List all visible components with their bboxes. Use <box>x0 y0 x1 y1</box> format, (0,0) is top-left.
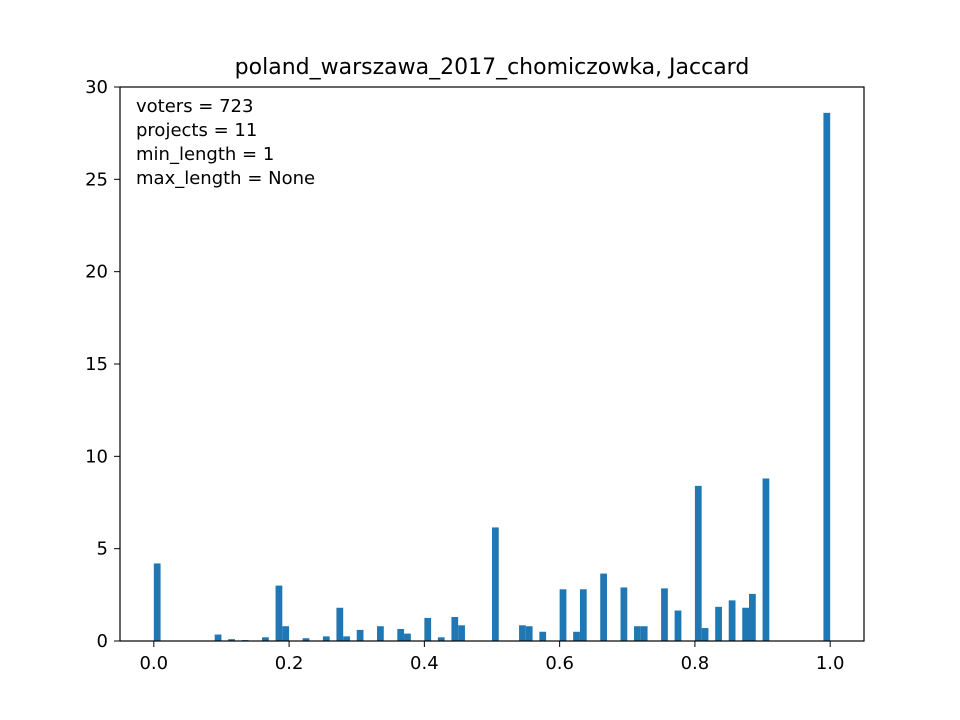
y-axis-ticks: 0 5 10 15 20 25 30 <box>85 77 120 652</box>
histogram-bar <box>823 112 831 642</box>
histogram-bar <box>275 585 283 641</box>
annotation-line: voters = 723 <box>136 96 253 117</box>
bars-group <box>153 112 831 642</box>
histogram-bar <box>214 634 222 641</box>
x-tick-label: 0.2 <box>275 653 304 674</box>
histogram-bar <box>579 589 587 641</box>
histogram-bar <box>749 593 756 641</box>
histogram-bar <box>525 626 533 641</box>
histogram-bar <box>742 607 750 641</box>
histogram-bar <box>573 631 580 641</box>
histogram-bar <box>728 600 736 641</box>
histogram-bar <box>634 626 641 641</box>
histogram-bar <box>451 616 459 641</box>
histogram-bar <box>539 631 547 641</box>
y-tick-label: 20 <box>85 262 108 283</box>
histogram-bar <box>322 636 330 641</box>
x-tick-label: 1.0 <box>816 653 845 674</box>
histogram-bar <box>336 607 344 641</box>
histogram-bar <box>377 626 384 641</box>
histogram-bar <box>559 589 567 641</box>
annotation-line: max_length = None <box>136 168 315 189</box>
x-tick-label: 0.8 <box>681 653 710 674</box>
y-tick-label: 0 <box>97 631 108 652</box>
histogram-bar <box>302 638 310 641</box>
histogram-bar <box>519 625 526 641</box>
y-tick-label: 5 <box>97 539 108 560</box>
histogram-bar <box>153 563 161 641</box>
histogram-bar <box>715 606 722 641</box>
annotation-line: min_length = 1 <box>136 144 274 165</box>
x-tick-label: 0.6 <box>545 653 574 674</box>
histogram-bar <box>674 610 682 641</box>
histogram-bar <box>404 633 411 641</box>
y-tick-label: 15 <box>85 354 108 375</box>
histogram-bar <box>600 573 607 641</box>
histogram-bar <box>458 625 465 641</box>
histogram-bar <box>343 636 350 641</box>
histogram-bar <box>694 485 702 641</box>
annotation-block: voters = 723 projects = 11 min_length = 1 m… <box>136 96 315 189</box>
x-tick-label: 0.0 <box>139 653 168 674</box>
histogram-bar <box>356 629 364 641</box>
histogram-bar <box>282 626 290 641</box>
histogram-bar <box>228 639 235 641</box>
histogram-bar <box>397 629 405 641</box>
histogram-bar <box>424 617 432 641</box>
histogram-bar <box>661 588 668 641</box>
histogram-bar <box>262 637 269 641</box>
y-tick-label: 30 <box>85 77 108 98</box>
chart-title: poland_warszawa_2017_chomiczowka, Jaccar… <box>235 55 750 80</box>
histogram-bar <box>640 626 648 641</box>
x-tick-label: 0.4 <box>410 653 439 674</box>
y-tick-label: 10 <box>85 446 108 467</box>
histogram-bar <box>492 527 499 641</box>
histogram-bar <box>620 587 628 641</box>
histogram-bar <box>701 628 709 641</box>
histogram-bar <box>762 478 770 641</box>
annotation-line: projects = 11 <box>136 120 257 141</box>
plot-frame <box>119 86 865 642</box>
y-tick-label: 25 <box>85 169 108 190</box>
x-axis-ticks: 0.0 0.2 0.4 0.6 0.8 1.0 <box>139 641 845 674</box>
histogram-bar <box>437 637 445 641</box>
